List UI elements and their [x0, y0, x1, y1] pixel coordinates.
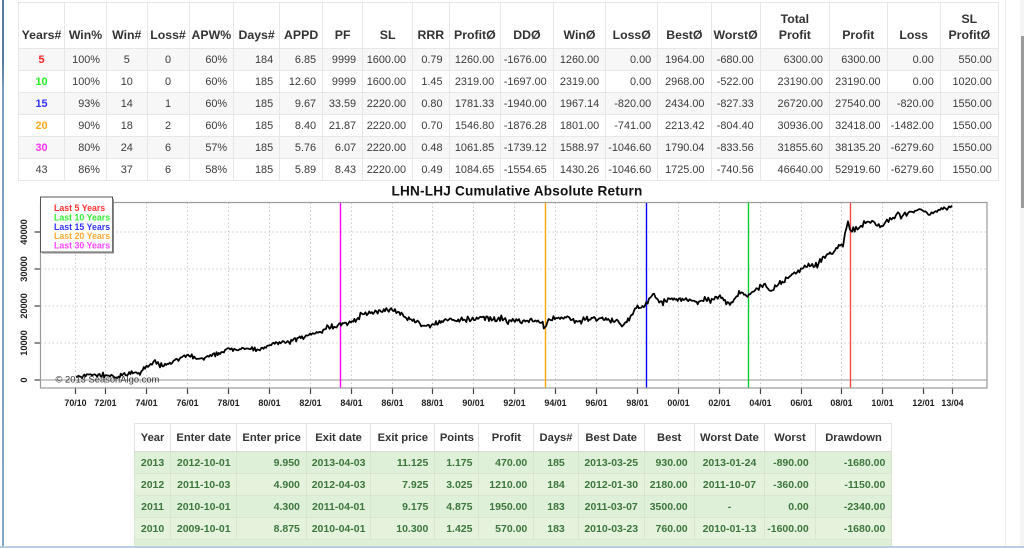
svg-text:12/01: 12/01 — [912, 398, 934, 408]
svg-text:Last 10 Years: Last 10 Years — [54, 212, 110, 222]
svg-text:10/01: 10/01 — [871, 398, 893, 408]
svg-text:86/01: 86/01 — [381, 398, 403, 408]
svg-text:10000: 10000 — [19, 330, 29, 356]
svg-text:40000: 40000 — [19, 219, 29, 245]
svg-text:88/01: 88/01 — [421, 398, 443, 408]
svg-text:78/01: 78/01 — [217, 398, 239, 408]
svg-text:80/01: 80/01 — [258, 398, 280, 408]
svg-text:Last 5 Years: Last 5 Years — [54, 203, 105, 213]
svg-text:90/01: 90/01 — [462, 398, 484, 408]
svg-text:70/10: 70/10 — [64, 398, 86, 408]
svg-text:96/01: 96/01 — [585, 398, 607, 408]
svg-text:04/01: 04/01 — [749, 398, 771, 408]
svg-text:74/01: 74/01 — [135, 398, 157, 408]
svg-text:0: 0 — [19, 377, 29, 382]
svg-text:72/01: 72/01 — [94, 398, 116, 408]
svg-text:LHN-LHJ Cumulative Absolute Re: LHN-LHJ Cumulative Absolute Return — [392, 184, 643, 199]
svg-text:Last 15 Years: Last 15 Years — [54, 222, 110, 232]
svg-text:Last 30 Years: Last 30 Years — [54, 241, 110, 251]
svg-text:Last 20 Years: Last 20 Years — [54, 231, 110, 241]
svg-text:© 2013 SeasonAlgo.com: © 2013 SeasonAlgo.com — [56, 374, 160, 385]
svg-text:20000: 20000 — [19, 293, 29, 319]
svg-text:98/01: 98/01 — [626, 398, 648, 408]
svg-text:13/04: 13/04 — [941, 398, 963, 408]
svg-text:08/01: 08/01 — [830, 398, 852, 408]
svg-text:06/01: 06/01 — [790, 398, 812, 408]
svg-text:02/01: 02/01 — [708, 398, 730, 408]
svg-text:92/01: 92/01 — [503, 398, 525, 408]
svg-text:30000: 30000 — [19, 256, 29, 282]
svg-text:84/01: 84/01 — [340, 398, 362, 408]
svg-text:94/01: 94/01 — [544, 398, 566, 408]
svg-text:00/01: 00/01 — [667, 398, 689, 408]
svg-text:82/01: 82/01 — [299, 398, 321, 408]
svg-text:76/01: 76/01 — [176, 398, 198, 408]
